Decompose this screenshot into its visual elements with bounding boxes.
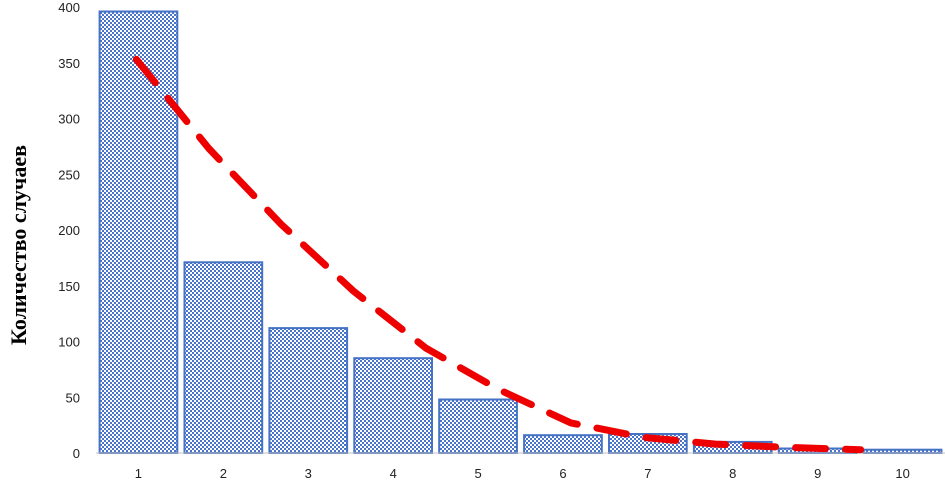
bar [438,398,518,454]
y-tick-label: 150 [58,279,80,294]
bars [98,10,943,455]
y-axis: 0 50 100 150 200 250 300 350 400 [58,0,80,461]
y-tick-label: 400 [58,0,80,15]
y-tick-label: 0 [73,446,80,461]
x-tick-label: 2 [220,466,227,481]
y-tick-label: 100 [58,335,80,350]
y-tick-label: 350 [58,56,80,71]
x-tick-label: 1 [135,466,142,481]
x-tick-label: 4 [390,466,397,481]
x-tick-label: 10 [895,466,909,481]
bar [183,261,264,454]
x-tick-label: 3 [305,466,312,481]
x-tick-label: 8 [729,466,736,481]
x-tick-label: 5 [474,466,481,481]
y-tick-label: 50 [66,390,80,405]
y-tick-label: 250 [58,167,80,182]
bar [353,357,433,455]
bar [98,10,179,454]
y-axis-label: Количество случаев [6,145,31,345]
bar [523,434,603,455]
x-axis: 1 2 3 4 5 6 7 8 9 10 [135,466,910,481]
bar [268,327,349,455]
x-tick-label: 6 [559,466,566,481]
x-tick-label: 9 [814,466,821,481]
x-tick-label: 7 [644,466,651,481]
y-tick-label: 200 [58,223,80,238]
y-tick-label: 300 [58,112,80,127]
